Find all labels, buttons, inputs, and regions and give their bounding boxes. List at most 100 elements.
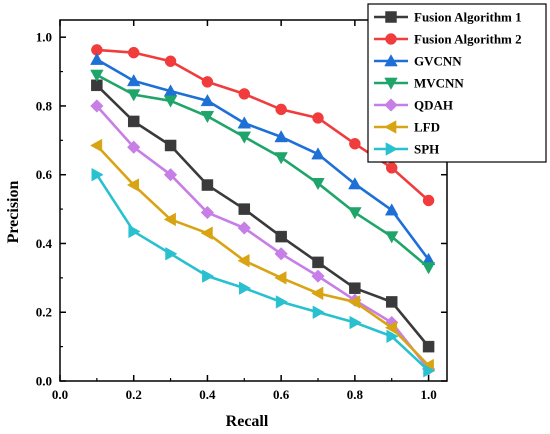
x-tick-label: 0.0 <box>52 387 68 402</box>
data-point <box>200 110 215 124</box>
legend-label: Fusion Algorithm 1 <box>414 10 522 25</box>
data-point <box>348 295 361 309</box>
legend-label: LFD <box>414 120 440 135</box>
legend-label: Fusion Algorithm 2 <box>414 32 522 47</box>
plot-frame <box>59 19 448 382</box>
data-point <box>237 221 251 235</box>
data-point <box>275 295 288 309</box>
series-line <box>95 174 430 372</box>
data-point <box>274 271 287 285</box>
legend-label: SPH <box>414 142 439 157</box>
data-point <box>349 315 362 330</box>
legend-item: GVCNN <box>374 54 462 69</box>
series-3 <box>90 52 436 265</box>
data-point <box>201 179 214 191</box>
data-point <box>127 46 140 59</box>
series-4 <box>90 69 436 275</box>
data-point <box>384 231 399 244</box>
data-point <box>421 262 436 275</box>
data-point <box>238 203 251 215</box>
axes: 0.0 0.2 0.4 0.6 0.8 1.0 0.0 0.2 0.4 0.6 0.8 1.0 <box>36 19 448 402</box>
y-tick-label: 1.0 <box>36 30 52 45</box>
data-point <box>237 253 250 268</box>
x-axis-label: Recall <box>226 413 269 430</box>
y-tick-label: 0.2 <box>36 305 52 320</box>
data-point <box>91 167 104 182</box>
data-point <box>165 247 178 261</box>
x-tick-label: 1.0 <box>420 387 436 402</box>
data-point <box>311 147 325 160</box>
legend-item: Fusion Algorithm 1 <box>374 10 522 25</box>
data-point <box>238 88 251 100</box>
x-tick-label: 0.8 <box>347 387 364 402</box>
series-line <box>95 144 430 367</box>
data-point <box>275 103 287 116</box>
data-point <box>349 138 361 150</box>
plot-marks <box>90 44 436 378</box>
legend-marker <box>384 120 397 134</box>
data-point <box>385 296 398 308</box>
y-tick-label: 0.8 <box>36 98 53 113</box>
data-point <box>348 177 362 190</box>
data-point <box>311 286 324 301</box>
series-line <box>95 105 430 370</box>
y-tick-label: 0.6 <box>36 167 53 182</box>
data-point <box>90 138 103 153</box>
legend-item: Fusion Algorithm 2 <box>374 32 522 47</box>
series-7 <box>91 167 436 378</box>
data-point <box>348 207 362 220</box>
data-point <box>274 152 288 165</box>
data-point <box>126 178 140 192</box>
data-point <box>163 95 178 108</box>
data-point <box>200 205 215 220</box>
legend-marker <box>385 11 397 23</box>
data-point <box>422 340 435 353</box>
data-point <box>274 247 288 261</box>
data-point <box>274 130 288 143</box>
data-point <box>200 93 215 107</box>
data-point <box>311 177 325 191</box>
series-line <box>95 84 430 348</box>
data-point <box>164 55 177 68</box>
legend-marker <box>384 77 398 90</box>
data-point <box>127 115 140 128</box>
series-line <box>96 73 430 269</box>
legend-marker <box>385 33 397 45</box>
x-tick-label: 0.6 <box>273 387 290 402</box>
data-point <box>423 363 436 378</box>
data-point <box>90 52 104 65</box>
data-point <box>163 168 178 182</box>
series-1 <box>91 79 435 353</box>
series-2 <box>91 44 435 207</box>
data-point <box>200 226 213 240</box>
data-point <box>201 76 214 88</box>
data-point <box>128 224 141 239</box>
legend-label: GVCNN <box>414 54 462 69</box>
data-point <box>237 116 252 129</box>
data-point <box>312 305 325 319</box>
legend-marker <box>385 142 398 156</box>
legend-label: QDAH <box>414 98 453 113</box>
legend-marker <box>384 54 398 67</box>
data-point <box>126 89 141 102</box>
data-point <box>237 131 252 144</box>
data-point <box>275 230 287 243</box>
data-point <box>312 112 324 124</box>
data-point <box>384 320 398 335</box>
data-point <box>238 281 252 295</box>
data-point <box>386 329 399 344</box>
legend-item: MVCNN <box>374 76 464 91</box>
y-tick-label: 0.0 <box>36 374 52 389</box>
y-axis-label: Precision <box>5 181 22 244</box>
series-line <box>96 58 430 261</box>
legend-item: QDAH <box>374 98 453 113</box>
series-6 <box>90 138 434 373</box>
data-point <box>422 194 435 207</box>
x-tick-label: 0.2 <box>126 387 142 402</box>
data-point <box>311 269 325 283</box>
data-point <box>312 256 324 269</box>
legend: Fusion Algorithm 1 Fusion Algorithm 2 GVCN… <box>367 3 547 163</box>
data-point <box>384 203 399 216</box>
data-point <box>163 212 176 227</box>
